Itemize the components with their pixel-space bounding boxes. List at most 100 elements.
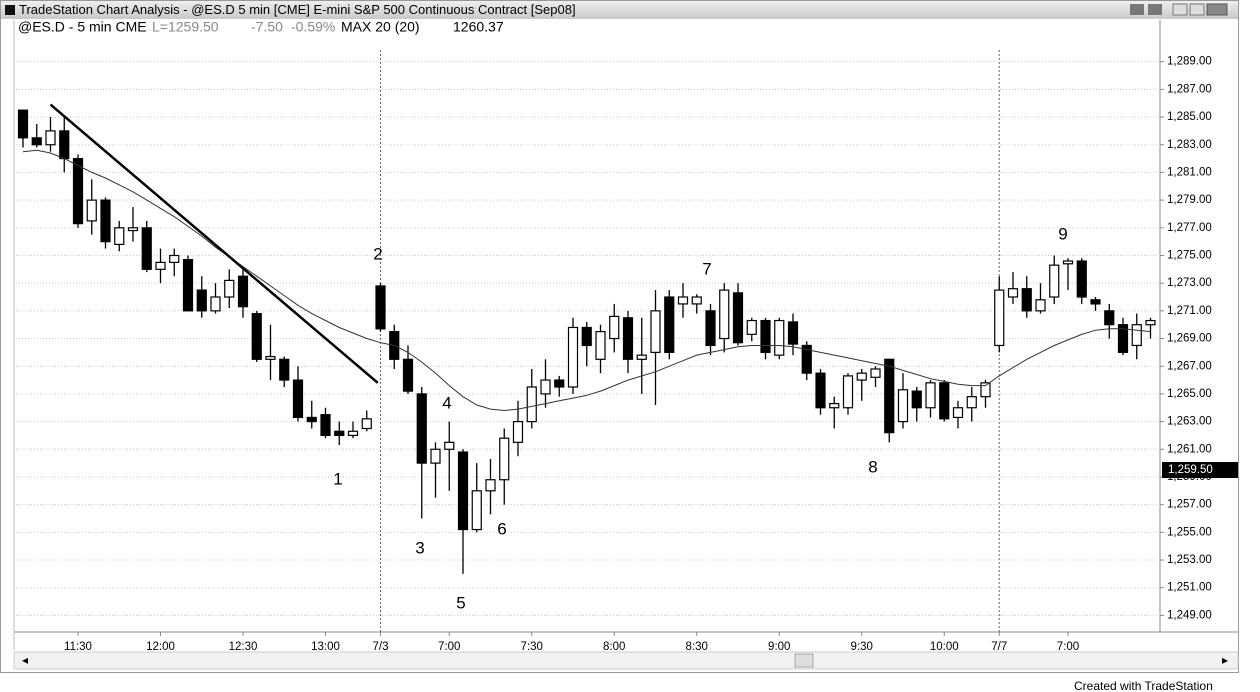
- study-value: 1260.37: [453, 19, 504, 35]
- x-tick-label: 7:00: [1057, 641, 1079, 653]
- candle-body: [471, 490, 482, 531]
- candle-body: [59, 130, 70, 160]
- last-price-tag: [1162, 462, 1238, 479]
- x-tick-label: 12:00: [146, 641, 175, 653]
- candle-body: [292, 379, 304, 419]
- candle-body: [664, 296, 675, 353]
- minimize-button[interactable]: [1172, 3, 1188, 16]
- title-bar: [1, 1, 1238, 19]
- candle-body: [691, 296, 702, 305]
- candle-body: [870, 368, 881, 378]
- toolbar-button[interactable]: [1148, 4, 1162, 15]
- candle-body: [444, 441, 455, 450]
- candle-body: [829, 402, 840, 409]
- x-tick-label: 8:30: [686, 641, 708, 653]
- y-tick-label: 1,255.00: [1167, 526, 1212, 538]
- footer: Created with TradeStation: [1074, 679, 1213, 692]
- y-tick-label: 1,289.00: [1167, 56, 1212, 68]
- candle-body: [581, 326, 592, 347]
- candle-body: [210, 296, 221, 312]
- y-tick-label: 1,287.00: [1167, 83, 1212, 95]
- x-tick-label: 10:00: [930, 641, 959, 653]
- x-tick-label: 7:00: [438, 641, 460, 653]
- annotation: 4: [442, 393, 451, 412]
- candle-body: [306, 416, 317, 423]
- candle-body: [1090, 299, 1101, 305]
- candle-body: [774, 319, 785, 356]
- candle-body: [856, 372, 867, 381]
- candle-body: [347, 430, 359, 437]
- annotation: 5: [456, 593, 465, 612]
- candle-body: [952, 407, 964, 419]
- candle-body: [719, 289, 730, 340]
- scroll-left[interactable]: ◂: [22, 653, 28, 667]
- y-tick-label: 1,263.00: [1167, 416, 1212, 428]
- candle-body: [1117, 324, 1129, 353]
- candle-body: [334, 430, 345, 437]
- scroll-right[interactable]: ▸: [1222, 653, 1228, 667]
- candle-body: [1076, 260, 1087, 298]
- y-tick-label: 1,269.00: [1167, 333, 1212, 345]
- x-tick-label: 7/7: [991, 641, 1007, 653]
- candle-body: [760, 319, 771, 353]
- candle-body: [182, 259, 194, 312]
- x-tick-label: 11:30: [64, 641, 92, 653]
- candle-body: [237, 275, 249, 308]
- y-tick-label: 1,279.00: [1167, 194, 1212, 206]
- annotation: 6: [497, 519, 506, 538]
- candle-body: [994, 289, 1005, 347]
- candle-body: [485, 479, 496, 492]
- trendline: [49, 103, 379, 384]
- y-tick-label: 1,273.00: [1167, 277, 1212, 289]
- x-tick-label: 9:30: [851, 641, 873, 653]
- candle-body: [265, 355, 276, 360]
- annotation: 7: [702, 259, 711, 278]
- candle-body: [499, 437, 510, 481]
- app-icon: [5, 5, 15, 15]
- candle-body: [279, 358, 290, 381]
- maximize-button[interactable]: [1189, 3, 1205, 16]
- y-tick-label: 1,257.00: [1167, 499, 1212, 511]
- candle-body: [1145, 319, 1156, 326]
- candle-body: [512, 420, 524, 443]
- candle-body: [169, 254, 180, 264]
- candle-body: [787, 321, 799, 345]
- scrollbar-thumb[interactable]: [794, 653, 814, 668]
- x-tick-label: 7:30: [521, 641, 543, 653]
- candle-body: [980, 382, 991, 398]
- candle-body: [911, 390, 922, 409]
- last-price-label: 1,259.50: [1168, 464, 1213, 476]
- moving-average: [22, 149, 1151, 412]
- candle-body: [127, 227, 139, 232]
- candle-body: [1021, 288, 1032, 312]
- x-tick-label: 13:00: [311, 641, 340, 653]
- y-tick-label: 1,277.00: [1167, 222, 1212, 234]
- candle-body: [622, 317, 634, 360]
- chart-header: @ES.D - 5 min CME L=1259.50 -7.50 -0.59%…: [18, 19, 504, 35]
- plot-area: [16, 50, 1160, 632]
- axes: 1,249.00 1,251.00 1,253.00 1,255.00 1,257.00…: [64, 56, 1238, 653]
- annotation: 8: [868, 457, 877, 476]
- symbol: @ES.D - 5 min CME: [18, 19, 147, 35]
- candle-body: [925, 382, 936, 409]
- close-button[interactable]: [1206, 3, 1228, 16]
- candle-body: [45, 130, 56, 146]
- scrollbar[interactable]: [13, 651, 1239, 670]
- window-title: TradeStation Chart Analysis - @ES.D 5 mi…: [19, 2, 576, 17]
- candle-body: [732, 292, 744, 344]
- annotation: 9: [1058, 224, 1067, 243]
- y-tick-label: 1,261.00: [1167, 443, 1212, 455]
- candle-body: [677, 296, 689, 305]
- candle-body: [1062, 260, 1074, 265]
- candle-body: [595, 331, 606, 360]
- y-tick-label: 1,249.00: [1167, 609, 1212, 621]
- candle-body: [375, 285, 386, 330]
- candle-body: [100, 199, 111, 243]
- candle-body: [815, 372, 826, 409]
- toolbar-button[interactable]: [1130, 4, 1144, 15]
- study-name: MAX 20 (20): [341, 19, 420, 35]
- candle-body: [430, 448, 441, 464]
- candle-body: [1007, 288, 1019, 298]
- candle-body: [251, 313, 262, 360]
